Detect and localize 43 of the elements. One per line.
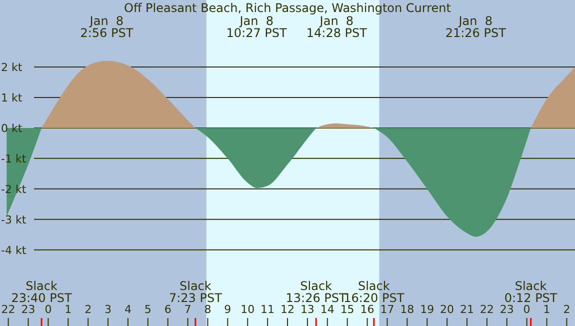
x-tick-label: 13 bbox=[300, 303, 314, 316]
x-tick-label: 19 bbox=[420, 303, 434, 316]
annotation: Slack 0:12 PST bbox=[504, 279, 558, 305]
x-tick-label: 10 bbox=[240, 303, 255, 316]
annotation: Slack 7:23 PST bbox=[168, 279, 223, 305]
x-tick-label: 1 bbox=[543, 303, 550, 316]
x-tick-label: 21 bbox=[460, 303, 474, 316]
x-tick-label: 0 bbox=[44, 303, 52, 316]
x-tick-label: 23 bbox=[500, 303, 514, 316]
x-tick-label: 22 bbox=[480, 303, 494, 316]
x-tick-label: 11 bbox=[260, 303, 275, 316]
x-tick-label: 2 bbox=[563, 303, 570, 316]
annotation: Jan 8 2:56 PST bbox=[80, 14, 134, 40]
x-tick-label: 17 bbox=[380, 303, 394, 316]
x-tick-label: 1 bbox=[64, 303, 72, 316]
y-tick-label: -4 kt bbox=[1, 244, 27, 257]
x-tick-label: 16 bbox=[360, 303, 374, 316]
x-tick-label: 4 bbox=[124, 303, 132, 316]
x-tick-label: 6 bbox=[164, 303, 172, 316]
y-tick-label: -1 kt bbox=[1, 152, 27, 166]
y-tick-label: -3 kt bbox=[1, 213, 27, 226]
x-tick-label: 18 bbox=[400, 303, 414, 316]
chart-title: Off Pleasant Beach, Rich Passage, Washington Current bbox=[124, 1, 452, 15]
annotation: Jan 8 21:26 PST bbox=[445, 14, 507, 40]
annotation: Slack 23:40 PST bbox=[11, 279, 72, 305]
x-tick-label: 8 bbox=[204, 303, 212, 316]
x-tick-label: 2 bbox=[84, 303, 92, 316]
x-tick-label: 5 bbox=[144, 303, 152, 316]
annotation: Jan 8 10:27 PST bbox=[226, 14, 288, 40]
x-tick-label: 20 bbox=[440, 303, 454, 316]
x-tick-label: 22 bbox=[1, 303, 16, 316]
annotation: Jan 8 14:28 PST bbox=[306, 14, 368, 40]
x-tick-label: 7 bbox=[184, 303, 192, 316]
x-tick-label: 3 bbox=[104, 303, 112, 316]
y-tick-label: -2 kt bbox=[1, 182, 27, 196]
x-tick-label: 15 bbox=[340, 303, 354, 316]
x-tick-label: 0 bbox=[523, 303, 530, 316]
x-tick-label: 23 bbox=[21, 303, 36, 316]
x-tick-label: 14 bbox=[320, 303, 334, 316]
x-tick-label: 9 bbox=[224, 303, 232, 316]
y-tick-label: 2 kt bbox=[1, 61, 23, 74]
x-tick-label: 12 bbox=[280, 303, 294, 316]
y-tick-label: 1 kt bbox=[1, 91, 23, 104]
